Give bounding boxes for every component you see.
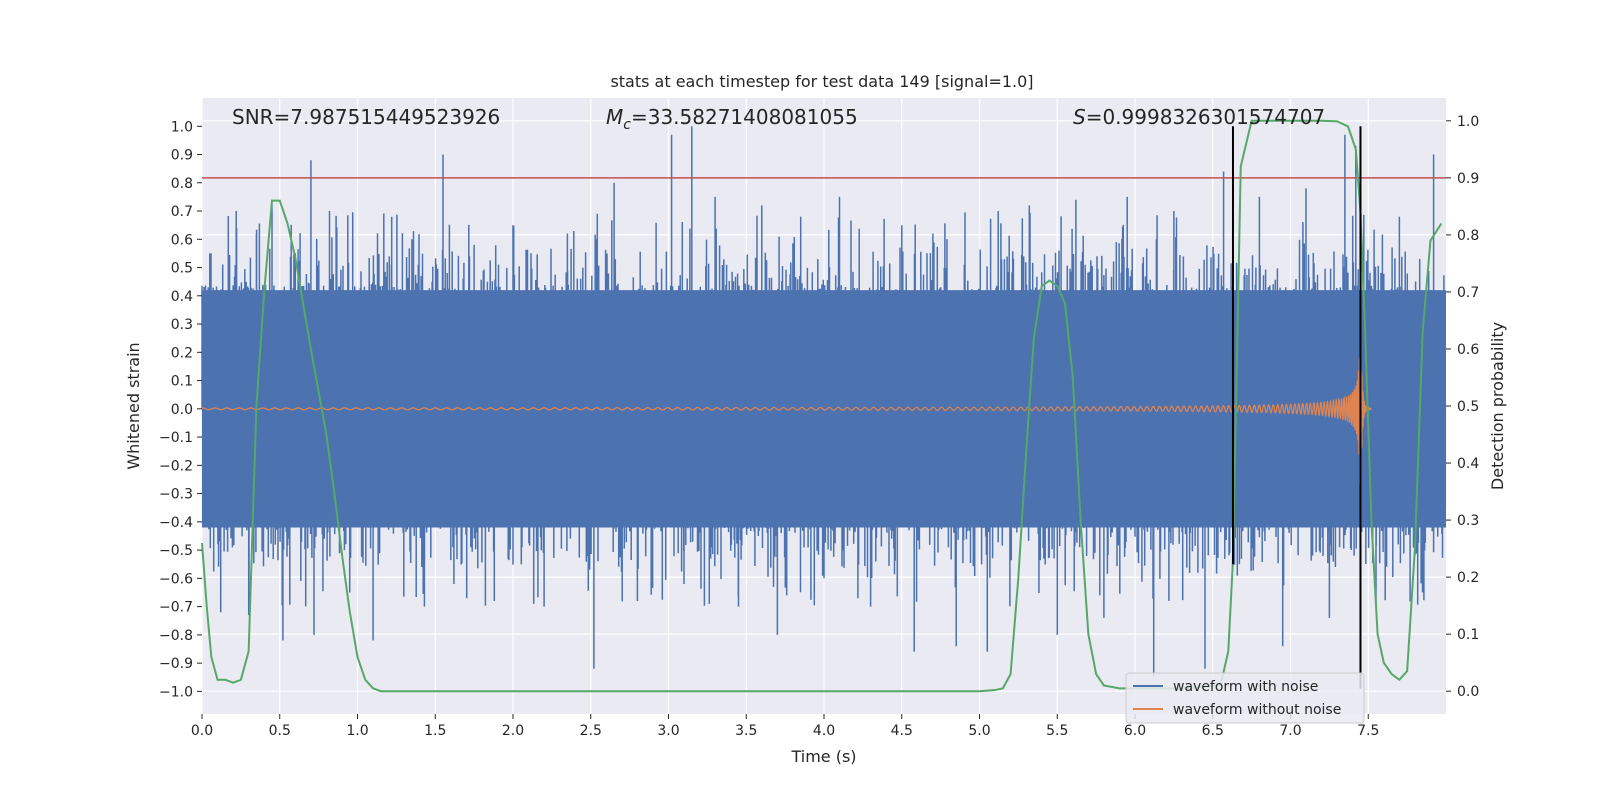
chirp-mass-subscript: c — [623, 117, 631, 133]
y-tick-label: 0.9 — [171, 148, 193, 164]
y-tick-label: 1.0 — [171, 119, 193, 135]
y-tick-label: −0.5 — [159, 543, 193, 559]
vertical-markers — [1231, 126, 1362, 689]
x-tick-label: 7.0 — [1279, 723, 1301, 739]
x-tick-label: 7.5 — [1357, 723, 1379, 739]
x-tick-label: 0.0 — [191, 723, 213, 739]
chirp-mass-symbol: M — [606, 105, 623, 129]
x-tick-label: 6.5 — [1202, 723, 1224, 739]
legend-label-noise: waveform with noise — [1173, 679, 1318, 695]
score-value: =0.9998326301574707 — [1086, 105, 1325, 129]
y2-tick-label: 0.7 — [1457, 285, 1479, 301]
x-tick-label: 1.5 — [424, 723, 446, 739]
y-tick-label: −0.6 — [159, 571, 193, 587]
y2-tick-label: 0.9 — [1457, 171, 1479, 187]
clean-waveform-line — [201, 325, 1372, 492]
y-axis-label: Whitened strain — [124, 342, 143, 469]
legend: waveform with noise waveform without noi… — [1125, 672, 1365, 724]
y-tick-label: −0.7 — [159, 600, 193, 616]
noise-spikes — [201, 126, 1447, 678]
legend-label-clean: waveform without noise — [1173, 702, 1341, 718]
y-tick-label: 0.1 — [171, 374, 193, 390]
detection-probability-line — [201, 119, 1443, 693]
x-tick-label: 2.0 — [502, 723, 524, 739]
y-tick-label: −0.9 — [159, 656, 193, 672]
y-tick-label: 0.7 — [171, 204, 193, 220]
clean-waveform-series — [201, 325, 1372, 492]
y-tick-label: 0.3 — [171, 317, 193, 333]
x-axis-ticks: 0.0 0.5 1.0 1.5 2.0 2.5 3.0 3.5 4.0 4.5 5.0 5.5 6.0 6… — [191, 714, 1379, 739]
y-tick-label: −0.8 — [159, 628, 193, 644]
x-tick-label: 0.5 — [269, 723, 291, 739]
y2-tick-label: 0.8 — [1457, 228, 1479, 244]
y2-axis-ticks: 0.0 0.1 0.2 0.3 0.4 0.5 0.6 0.7 0.8 0.9 1.0 — [1446, 114, 1479, 700]
x-tick-label: 6.0 — [1124, 723, 1146, 739]
x-tick-label: 4.5 — [891, 723, 913, 739]
y-tick-label: 0.2 — [171, 345, 193, 361]
y2-tick-label: 0.3 — [1457, 513, 1479, 529]
y2-tick-label: 0.4 — [1457, 456, 1479, 472]
x-tick-label: 5.5 — [1046, 723, 1068, 739]
score-annotation: S=0.9998326301574707 — [1073, 105, 1325, 129]
x-tick-label: 3.5 — [735, 723, 757, 739]
x-tick-label: 2.5 — [580, 723, 602, 739]
y2-tick-label: 0.6 — [1457, 342, 1479, 358]
legend-box — [1125, 672, 1365, 724]
noise-lines — [201, 126, 1447, 678]
y2-tick-label: 0.5 — [1457, 399, 1479, 415]
y2-tick-label: 1.0 — [1457, 114, 1479, 130]
y2-tick-label: 0.1 — [1457, 627, 1479, 643]
y-tick-label: −0.2 — [159, 458, 193, 474]
x-tick-label: 5.0 — [968, 723, 990, 739]
chirp-mass-value: =33.58271408081055 — [631, 105, 858, 129]
y-tick-label: 0.0 — [171, 402, 193, 418]
y-tick-label: −0.4 — [159, 515, 193, 531]
score-symbol: S — [1073, 105, 1086, 129]
y-tick-label: 0.6 — [171, 232, 193, 248]
y-tick-label: −0.3 — [159, 487, 193, 503]
probability-series — [201, 119, 1443, 693]
y-tick-label: −0.1 — [159, 430, 193, 446]
x-tick-label: 4.0 — [813, 723, 835, 739]
y-tick-label: 0.4 — [171, 289, 193, 305]
y2-tick-label: 0.0 — [1457, 684, 1479, 700]
y-tick-label: −1.0 — [159, 684, 193, 700]
x-axis-label: Time (s) — [790, 747, 856, 766]
y2-axis-label: Detection probability — [1488, 322, 1507, 490]
x-tick-label: 1.0 — [346, 723, 368, 739]
chart-title: stats at each timestep for test data 149… — [610, 72, 1033, 91]
chirp-mass-annotation: Mc=33.58271408081055 — [606, 105, 858, 133]
y-tick-label: 0.5 — [171, 261, 193, 277]
snr-annotation: SNR=7.987515449523926 — [232, 105, 500, 129]
y-tick-label: 0.8 — [171, 176, 193, 192]
x-tick-label: 3.0 — [657, 723, 679, 739]
y-axis-ticks: −1.0 −0.9 −0.8 −0.7 −0.6 −0.5 −0.4 −0.3 −0.2 −0.1… — [159, 119, 202, 700]
y2-tick-label: 0.2 — [1457, 570, 1479, 586]
